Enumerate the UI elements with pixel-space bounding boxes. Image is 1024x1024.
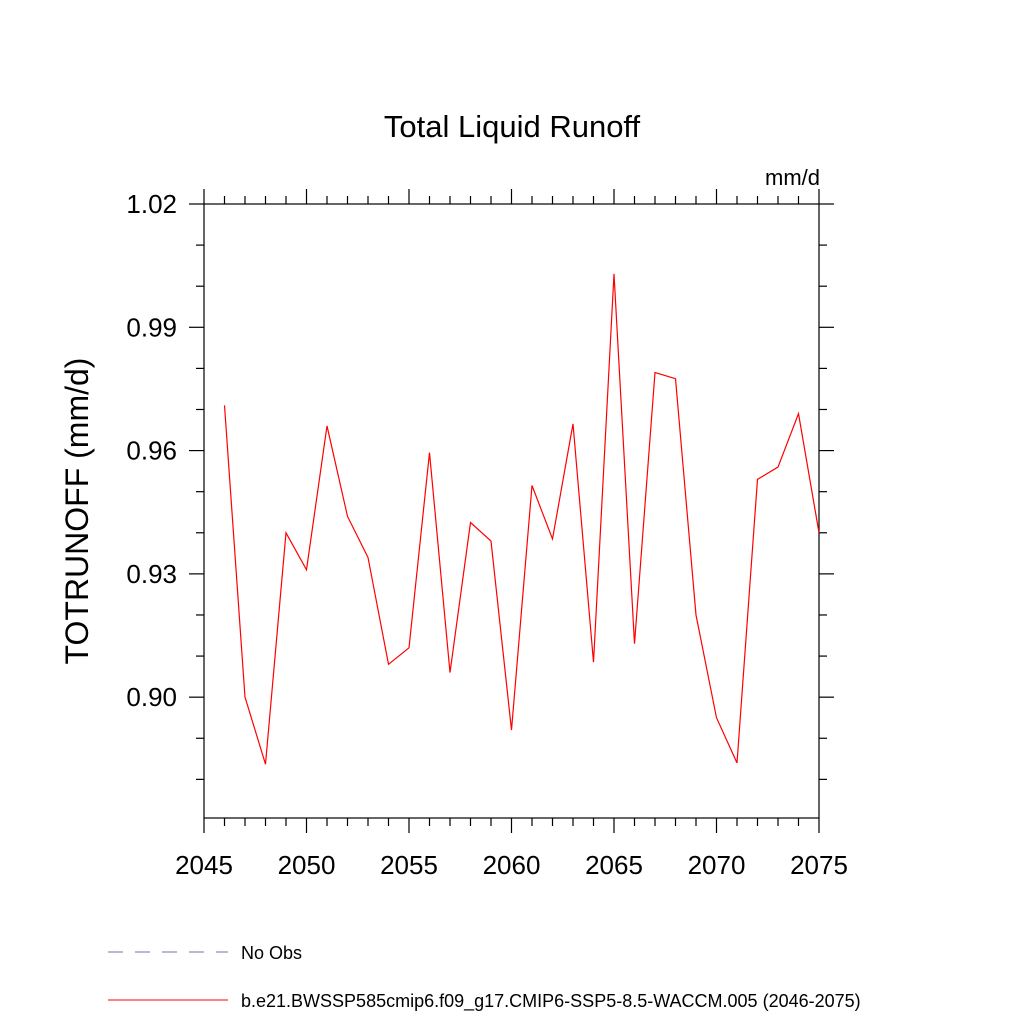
series-line bbox=[223, 273, 820, 765]
x-tick-label: 2075 bbox=[790, 850, 848, 880]
y-tick-label: 0.90 bbox=[126, 682, 177, 712]
x-tick-label: 2065 bbox=[585, 850, 643, 880]
series-layer bbox=[223, 273, 820, 765]
legend: No Obs b.e21.BWSSP585cmip6.f09_g17.CMIP6-… bbox=[108, 943, 861, 1012]
y-tick-label: 0.96 bbox=[126, 436, 177, 466]
x-axis-ticks: 2045 2050 2055 2060 2065 2070 2075 bbox=[175, 189, 848, 880]
y-axis-ticks: 0.90 0.93 0.96 0.99 1.02 bbox=[126, 189, 834, 780]
y-tick-label: 0.93 bbox=[126, 559, 177, 589]
y-axis-label: TOTRUNOFF (mm/d) bbox=[59, 358, 95, 665]
x-tick-label: 2045 bbox=[175, 850, 233, 880]
x-tick-label: 2070 bbox=[688, 850, 746, 880]
x-tick-label: 2055 bbox=[380, 850, 438, 880]
units-label: mm/d bbox=[765, 165, 820, 190]
y-tick-label: 0.99 bbox=[126, 312, 177, 342]
legend-label: No Obs bbox=[241, 943, 302, 963]
chart-title: Total Liquid Runoff bbox=[384, 109, 641, 144]
x-tick-label: 2050 bbox=[278, 850, 336, 880]
y-tick-label: 1.02 bbox=[126, 189, 177, 219]
legend-label: b.e21.BWSSP585cmip6.f09_g17.CMIP6-SSP5-8… bbox=[241, 991, 861, 1012]
x-tick-label: 2060 bbox=[483, 850, 541, 880]
